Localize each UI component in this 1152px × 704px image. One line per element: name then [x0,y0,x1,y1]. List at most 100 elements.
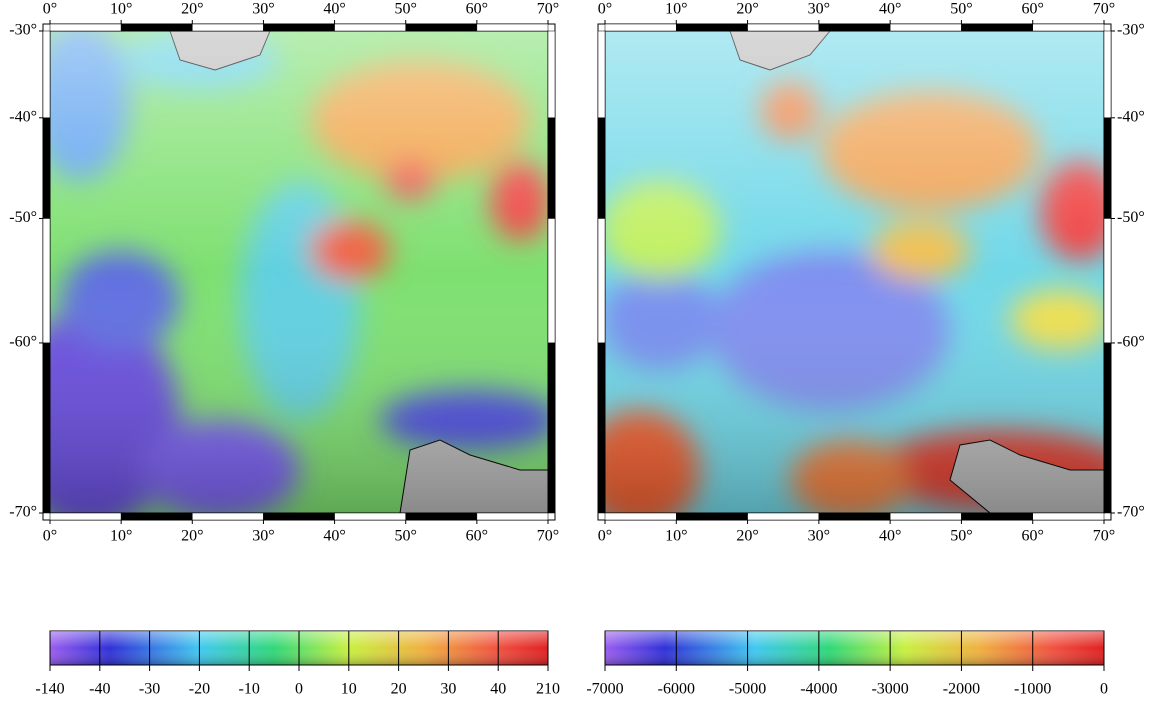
frame-bar [120,512,193,521]
lon-label: 20° [736,1,758,18]
lon-label: 60° [1022,1,1044,18]
lon-label: 50° [950,1,972,18]
frame-bar [547,342,556,514]
colorbar-label: -20 [189,681,210,698]
frame-bar [597,218,606,344]
lon-label: 70° [537,528,559,545]
lon-label: 70° [537,1,559,18]
lon-label: 0° [43,528,57,545]
frame-bar [547,218,556,344]
frame-bar [120,23,193,32]
frame-bar [597,30,606,119]
frame-bar [42,218,51,344]
lon-label: 20° [181,528,203,545]
lon-label: 40° [323,528,345,545]
frame-bar [818,23,891,32]
lat-label: -70° [1117,504,1145,521]
colorbar-label: -6000 [658,681,695,698]
frame-bar [1103,30,1112,119]
frame-bar [676,23,748,32]
lon-label: 40° [323,1,345,18]
lat-label: -40° [9,108,37,125]
colorbar-label: -4000 [800,681,837,698]
lon-label: 60° [466,528,488,545]
colorbar-label: -1000 [1014,681,1051,698]
lat-label: -30° [9,22,37,39]
frame-bar [263,512,335,521]
colorbar-label: 0 [1100,681,1108,698]
lon-label: 70° [1093,528,1115,545]
frame-bar [42,30,51,119]
frame-bar [1032,512,1105,521]
lon-label: 70° [1093,1,1115,18]
lon-label: 10° [110,528,132,545]
lon-label: 10° [665,1,687,18]
frame-bar [42,117,51,219]
frame-bar [476,23,549,32]
frame-bar [889,23,962,32]
lon-label: 30° [808,528,830,545]
lon-label: 40° [879,1,901,18]
frame-bar [1103,117,1112,219]
frame-bar [597,342,606,514]
frame-bar [192,23,264,32]
lon-label: 50° [950,528,972,545]
lat-label: -60° [9,334,37,351]
map-image [50,31,548,513]
colorbar-shade [605,631,1104,665]
colorbar-label: -140 [35,681,64,698]
frame-bar [405,23,478,32]
lon-label: 10° [110,1,132,18]
frame-bar [405,512,478,521]
frame-bar [192,512,264,521]
frame-bar [547,30,556,119]
colorbar-label: 20 [391,681,407,698]
frame-bar [961,23,1033,32]
frame-bar [547,117,556,219]
lon-label: 40° [879,528,901,545]
lat-label: -60° [1117,334,1145,351]
lat-label: -70° [9,504,37,521]
frame-bar [818,512,891,521]
lon-label: 10° [665,528,687,545]
frame-bar [1103,342,1112,514]
colorbar-label: 210 [536,681,560,698]
lon-label: 20° [736,528,758,545]
lon-label: 30° [252,1,274,18]
lon-label: 30° [808,1,830,18]
frame-bar [1103,218,1112,344]
lon-label: 30° [252,528,274,545]
frame-bar [334,23,406,32]
colorbar-label: 0 [295,681,303,698]
lon-label: 50° [395,528,417,545]
lon-label: 0° [598,528,612,545]
lon-label: 0° [598,1,612,18]
frame-bar [604,512,677,521]
lon-label: 60° [1022,528,1044,545]
lon-label: 20° [181,1,203,18]
lat-label: -50° [9,209,37,226]
map-image [605,31,1104,513]
frame-bar [49,512,122,521]
lat-label: -50° [1117,209,1145,226]
frame-bar [961,512,1033,521]
colorbar-label: 40 [490,681,506,698]
colorbar-label: -10 [239,681,260,698]
frame-bar [49,23,122,32]
colorbar-label: -2000 [943,681,980,698]
lon-label: 0° [43,1,57,18]
frame-bar [889,512,962,521]
frame-bar [1032,23,1105,32]
frame-bar [747,23,820,32]
frame-bar [597,117,606,219]
colorbar-label: -30 [139,681,160,698]
frame-bar [676,512,748,521]
colorbar-label: -7000 [586,681,623,698]
colorbar-label: -40 [89,681,110,698]
lat-label: -30° [1117,22,1145,39]
colorbar-label: -5000 [729,681,766,698]
lon-label: 50° [395,1,417,18]
frame-bar [263,23,335,32]
colorbar-label: -3000 [871,681,908,698]
